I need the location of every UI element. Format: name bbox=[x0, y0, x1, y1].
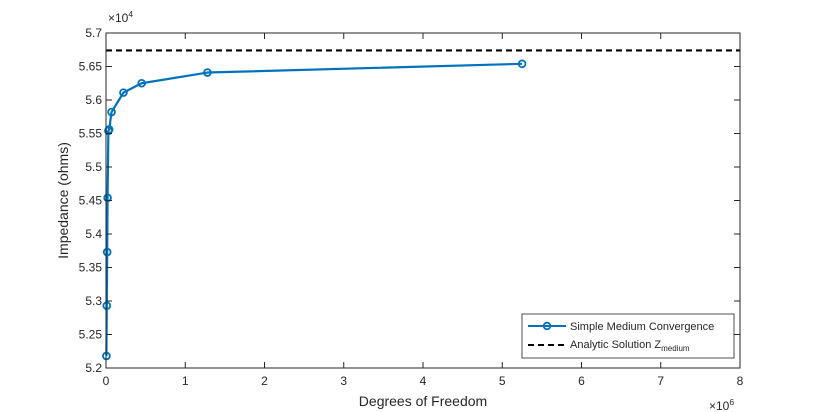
y-tick-label: 5.65 bbox=[79, 60, 103, 74]
x-tick-label: 3 bbox=[340, 374, 347, 388]
convergence-point bbox=[102, 301, 112, 310]
legend-label-series-2: Analytic Solution Zmedium bbox=[570, 339, 690, 353]
x-exponent-base: ×10 bbox=[709, 399, 730, 412]
x-tick-label: 2 bbox=[261, 374, 268, 388]
legend-marker-series-1 bbox=[542, 321, 552, 331]
x-axis-label: Degrees of Freedom bbox=[359, 393, 487, 409]
y-tick-label: 5.35 bbox=[79, 261, 103, 275]
x-tick-label: 7 bbox=[657, 374, 664, 388]
x-axis-ticks: 0 1 2 3 4 5 6 7 8 bbox=[103, 33, 744, 388]
convergence-point bbox=[102, 247, 112, 257]
x-tick-label: 1 bbox=[182, 374, 189, 388]
y-tick-label: 5.4 bbox=[85, 227, 102, 241]
x-tick-label: 6 bbox=[578, 374, 585, 388]
y-tick-label: 5.6 bbox=[85, 93, 102, 107]
y-axis-ticks: 5.2 5.25 5.3 5.35 5.4 5.45 5.5 5.55 5.6 5.65 5.7 bbox=[79, 26, 740, 375]
convergence-point bbox=[517, 59, 527, 69]
y-tick-label: 5.2 bbox=[85, 361, 102, 375]
y-tick-label: 5.3 bbox=[85, 294, 102, 308]
y-tick-label: 5.55 bbox=[79, 127, 103, 141]
convergence-point bbox=[103, 193, 112, 203]
convergence-point bbox=[203, 68, 212, 77]
y-tick-label: 5.45 bbox=[79, 194, 103, 208]
y-axis-exponent: ×104 bbox=[108, 9, 133, 25]
legend-label-series-1: Simple Medium Convergence bbox=[570, 321, 714, 333]
legend-box bbox=[521, 313, 735, 359]
convergence-point bbox=[137, 78, 146, 88]
y-tick-label: 5.25 bbox=[79, 328, 103, 342]
plot-content bbox=[102, 49, 740, 361]
x-exponent-power: 6 bbox=[729, 397, 734, 407]
legend: Simple Medium Convergence Analytic Solut… bbox=[521, 313, 735, 359]
legend-label-series-2-base: Analytic Solution Z bbox=[570, 339, 661, 351]
x-tick-label: 5 bbox=[499, 374, 506, 388]
x-tick-label: 8 bbox=[737, 374, 744, 388]
y-axis-label: Impedance (ohms) bbox=[55, 142, 71, 259]
convergence-point bbox=[107, 107, 116, 117]
legend-label-series-2-sub: medium bbox=[661, 344, 690, 353]
convergence-point bbox=[119, 88, 128, 97]
x-tick-label: 0 bbox=[103, 374, 110, 388]
y-tick-label: 5.5 bbox=[85, 160, 102, 174]
x-axis-exponent: ×106 bbox=[709, 397, 734, 412]
y-exponent-power: 4 bbox=[128, 9, 133, 19]
x-tick-label: 4 bbox=[420, 374, 427, 388]
convergence-series-line bbox=[105, 62, 523, 356]
y-tick-label: 5.7 bbox=[85, 26, 102, 40]
y-exponent-base: ×10 bbox=[108, 11, 129, 25]
